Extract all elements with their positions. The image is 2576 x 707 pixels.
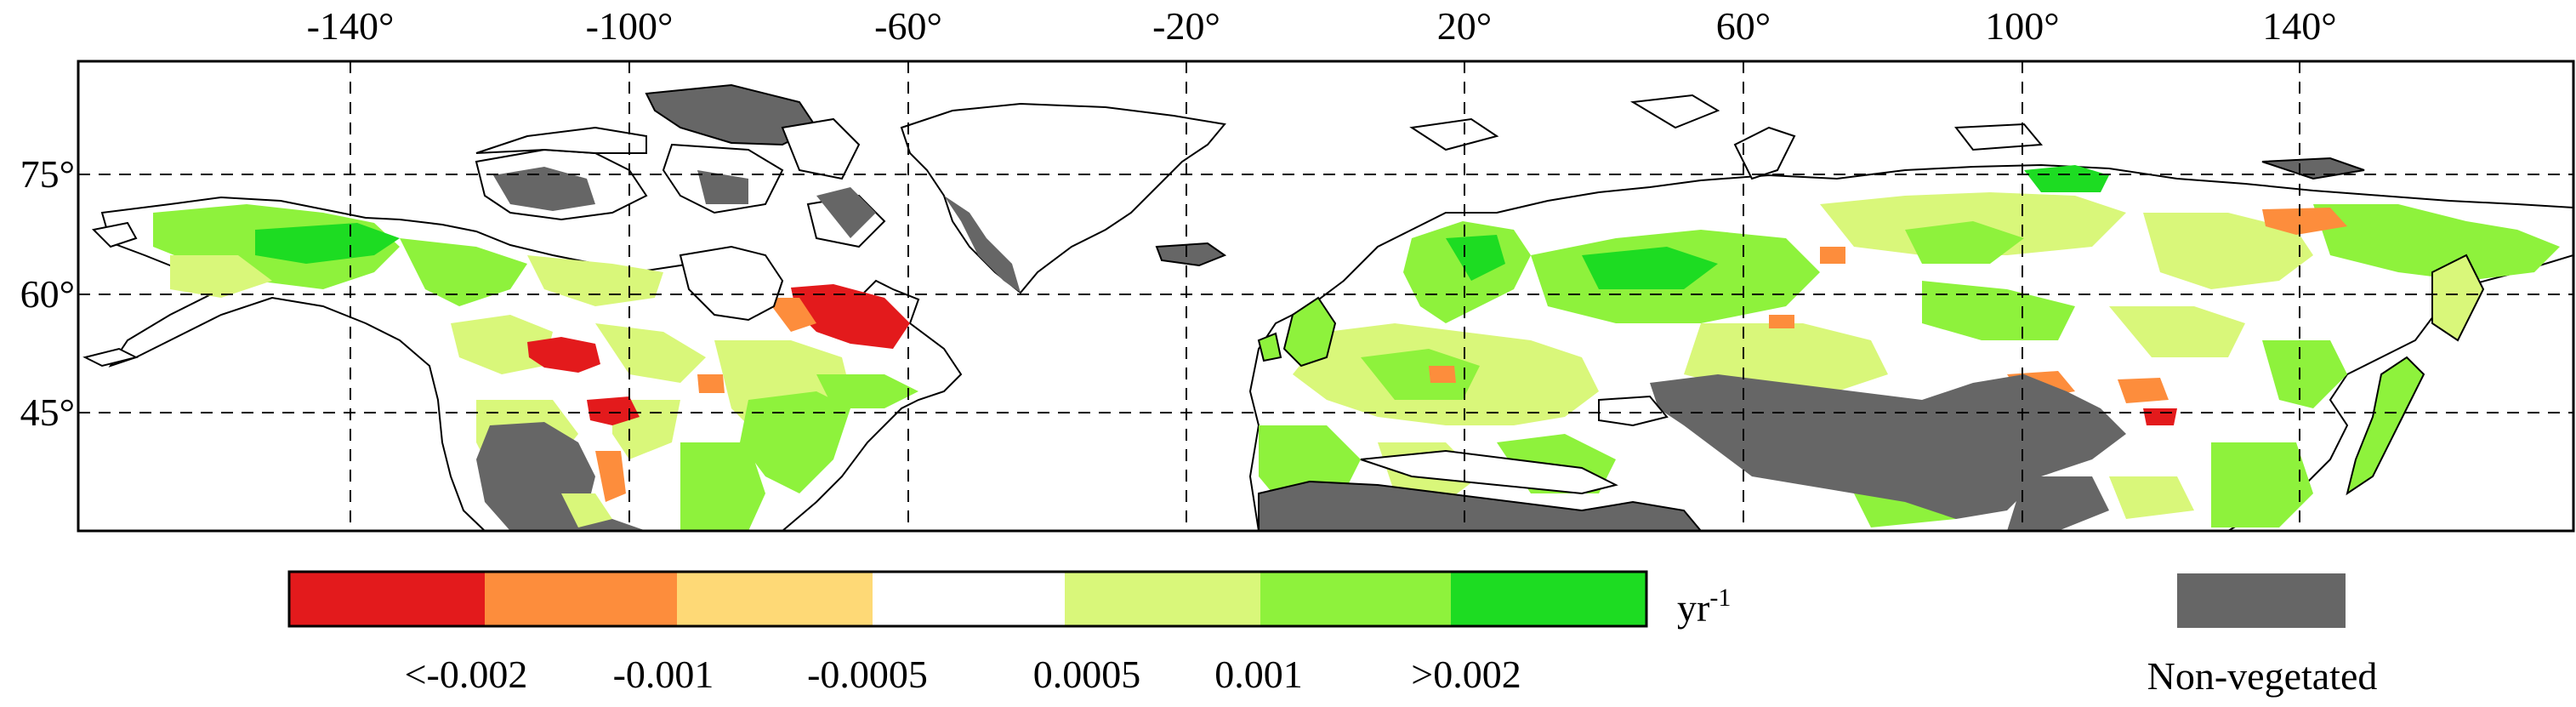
legend-swatch: [1065, 572, 1260, 626]
north-america: [82, 83, 963, 531]
lon-label: 100°: [1985, 4, 2059, 48]
map-panel: [78, 61, 2573, 531]
lon-label: 60°: [1716, 4, 1771, 48]
legend-swatch: [485, 572, 677, 626]
lat-label: 75°: [20, 152, 75, 196]
legend-label: <-0.002: [405, 653, 528, 696]
eurasia: [1155, 94, 2573, 531]
nonveg-swatch: [2177, 573, 2346, 628]
lat-label: 60°: [20, 272, 75, 316]
legend-swatch: [1451, 572, 1646, 626]
lon-label: -60°: [874, 4, 942, 48]
unit-base: yr: [1677, 586, 1709, 630]
legend-label: 0.001: [1214, 653, 1303, 696]
legend-swatch: [873, 572, 1065, 626]
legend-swatch: [1260, 572, 1451, 626]
lon-label: -20°: [1152, 4, 1220, 48]
legend-label: >0.002: [1411, 653, 1521, 696]
lon-label: -140°: [307, 4, 395, 48]
latitude-labels: 75° 60° 45°: [20, 152, 75, 434]
unit-exponent: -1: [1709, 584, 1731, 612]
color-legend: <-0.002 -0.001 -0.0005 0.0005 0.001 >0.0…: [287, 570, 2378, 698]
map-frame: [77, 60, 2575, 533]
legend-label: 0.0005: [1033, 653, 1141, 696]
legend-bar-frame: [287, 570, 1648, 628]
legend-swatch: [677, 572, 873, 626]
legend-unit: yr-1: [1677, 584, 1731, 630]
lat-label: 45°: [20, 391, 75, 434]
lon-label: 20°: [1437, 4, 1492, 48]
nonveg-label: Non-vegetated: [2147, 654, 2378, 698]
lon-label: -100°: [586, 4, 674, 48]
legend-label: -0.001: [613, 653, 714, 696]
legend-swatch: [289, 572, 485, 626]
lon-label: 140°: [2262, 4, 2336, 48]
graticule: [78, 61, 2573, 531]
legend-label: -0.0005: [807, 653, 928, 696]
longitude-labels: -140° -100° -60° -20° 20° 60° 100° 140°: [307, 4, 2337, 48]
